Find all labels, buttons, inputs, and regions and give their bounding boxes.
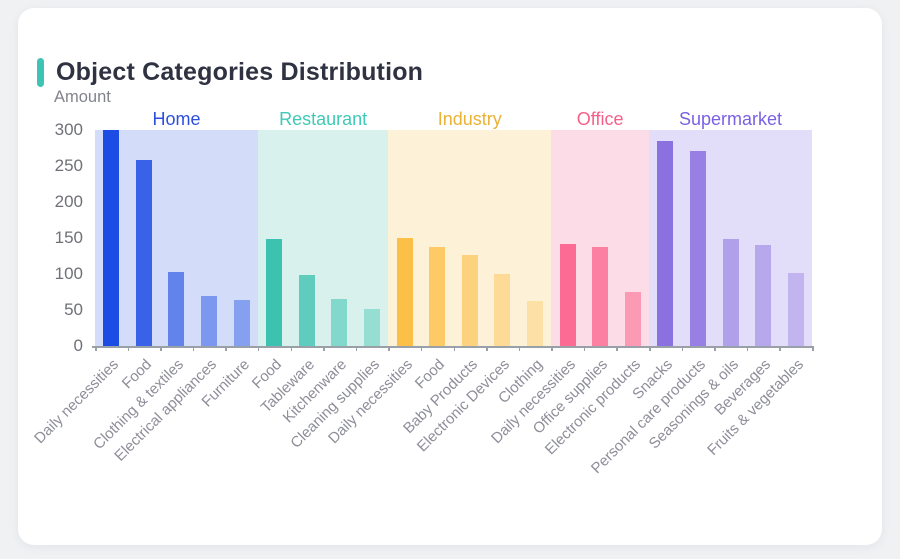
bar[interactable] bbox=[559, 243, 576, 346]
x-axis-tick bbox=[616, 346, 618, 351]
x-axis-tick bbox=[649, 346, 651, 351]
x-axis-tick bbox=[225, 346, 227, 351]
x-axis-tick bbox=[257, 346, 260, 351]
bar[interactable] bbox=[624, 292, 641, 346]
x-axis-tick bbox=[127, 346, 130, 351]
bar[interactable] bbox=[592, 246, 609, 346]
chart-title: Object Categories Distribution bbox=[56, 57, 424, 86]
y-tick-label: 250 bbox=[54, 156, 83, 175]
group-label-restaurant: Restaurant bbox=[279, 109, 368, 129]
y-tick-label: 150 bbox=[54, 228, 83, 247]
x-axis-tick bbox=[779, 346, 781, 351]
bar[interactable] bbox=[787, 273, 804, 346]
bar[interactable] bbox=[298, 275, 315, 346]
bar[interactable] bbox=[722, 239, 739, 346]
title-row: Object Categories Distribution bbox=[37, 56, 423, 88]
bar[interactable] bbox=[657, 140, 674, 346]
group-label-supermarket: Supermarket bbox=[678, 109, 783, 129]
bar[interactable] bbox=[201, 296, 218, 346]
bar[interactable] bbox=[364, 309, 381, 346]
y-tick-label: 100 bbox=[54, 264, 83, 283]
bar[interactable] bbox=[429, 246, 446, 346]
x-axis-tick bbox=[355, 346, 358, 351]
y-tick-label: 200 bbox=[54, 192, 83, 211]
y-tick-label: 0 bbox=[73, 336, 83, 355]
bar[interactable] bbox=[331, 299, 348, 346]
bar[interactable] bbox=[103, 130, 120, 346]
chart-card: Object Categories Distribution Amount Ho… bbox=[18, 8, 882, 545]
x-axis-tick bbox=[192, 346, 195, 351]
x-axis-tick bbox=[388, 346, 390, 351]
chart-area: Home Daily necessities Food Clothing & text… bbox=[18, 8, 882, 545]
bar[interactable] bbox=[494, 274, 511, 346]
group-label-home: Home bbox=[152, 109, 201, 129]
x-axis-tick bbox=[714, 346, 716, 351]
x-axis-tick bbox=[551, 346, 553, 351]
x-axis-tick bbox=[323, 346, 325, 351]
x-axis-tick bbox=[453, 346, 455, 351]
bar[interactable] bbox=[689, 150, 706, 346]
x-axis-tick bbox=[420, 346, 423, 351]
y-tick-label: 50 bbox=[64, 300, 83, 319]
bar[interactable] bbox=[755, 245, 772, 346]
x-axis-tick bbox=[583, 346, 586, 351]
x-axis-tick bbox=[160, 346, 162, 351]
x-axis-tick bbox=[681, 346, 684, 351]
bar[interactable] bbox=[526, 300, 543, 346]
bar[interactable] bbox=[233, 299, 250, 346]
y-axis-title: Amount bbox=[54, 88, 111, 106]
bar[interactable] bbox=[461, 255, 478, 346]
title-accent-bar bbox=[37, 57, 44, 87]
bar[interactable] bbox=[396, 238, 413, 346]
bar[interactable] bbox=[266, 239, 283, 346]
x-axis-tick bbox=[746, 346, 749, 351]
bar[interactable] bbox=[135, 160, 152, 346]
y-tick-label: 300 bbox=[54, 120, 83, 139]
x-axis-tick bbox=[518, 346, 521, 351]
group-label-office: Office bbox=[576, 109, 624, 129]
x-axis-tick bbox=[95, 346, 97, 351]
x-axis-tick bbox=[486, 346, 488, 351]
x-axis-tick bbox=[290, 346, 293, 351]
x-axis-line bbox=[92, 346, 813, 348]
group-label-industry: Industry bbox=[437, 109, 502, 129]
x-axis-tick bbox=[812, 346, 814, 351]
bar[interactable] bbox=[168, 271, 185, 346]
